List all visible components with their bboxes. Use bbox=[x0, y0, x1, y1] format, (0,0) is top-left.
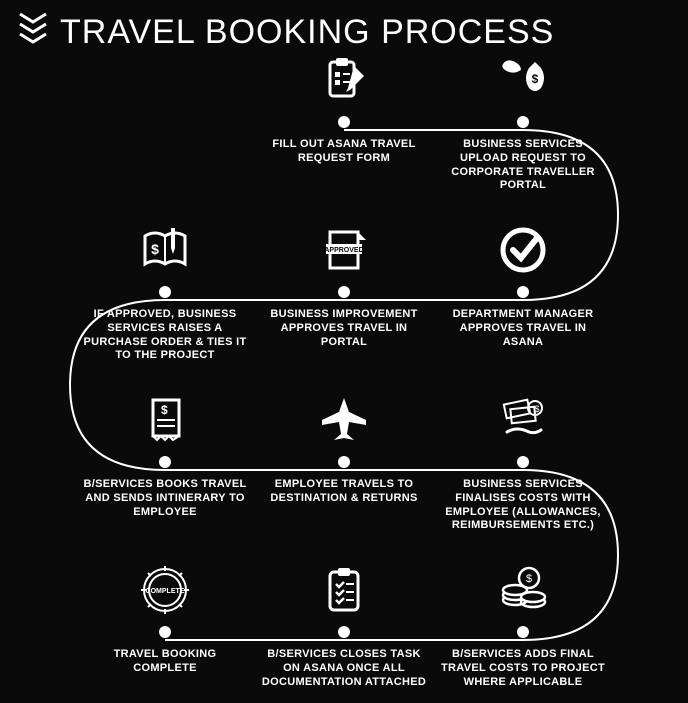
flow-step: FILL OUT ASANA TRAVEL REQUEST FORM bbox=[254, 52, 434, 166]
step-dot bbox=[517, 456, 529, 468]
step-dot bbox=[517, 626, 529, 638]
chevrons-icon bbox=[18, 12, 48, 53]
flow-step: BUSINESS SERVICES FINALISES COSTS WITH E… bbox=[433, 392, 613, 533]
flow-step: B/SERVICES BOOKS TRAVEL AND SENDS INTINE… bbox=[75, 392, 255, 519]
step-label: TRAVEL BOOKING COMPLETE bbox=[75, 648, 255, 676]
step-label: B/SERVICES BOOKS TRAVEL AND SENDS INTINE… bbox=[75, 478, 255, 519]
step-dot bbox=[159, 626, 171, 638]
page-title: TRAVEL BOOKING PROCESS bbox=[60, 13, 554, 52]
flow-step: DEPARTMENT MANAGER APPROVES TRAVEL IN AS… bbox=[433, 222, 613, 349]
clipboard-pencil-icon bbox=[316, 52, 372, 108]
flow-step: BUSINESS SERVICES UPLOAD REQUEST TO CORP… bbox=[433, 52, 613, 193]
step-dot bbox=[517, 116, 529, 128]
step-label: BUSINESS SERVICES FINALISES COSTS WITH E… bbox=[433, 478, 613, 533]
flow-step: TRAVEL BOOKING COMPLETE bbox=[75, 562, 255, 676]
step-dot bbox=[338, 116, 350, 128]
step-label: B/SERVICES CLOSES TASK ON ASANA ONCE ALL… bbox=[254, 648, 434, 689]
flow-step: BUSINESS IMPROVEMENT APPROVES TRAVEL IN … bbox=[254, 222, 434, 349]
check-circle-icon bbox=[495, 222, 551, 278]
coins-icon bbox=[495, 562, 551, 618]
clipboard-checks-icon bbox=[316, 562, 372, 618]
flow-step: IF APPROVED, BUSINESS SERVICES RAISES A … bbox=[75, 222, 255, 363]
header: TRAVEL BOOKING PROCESS bbox=[0, 0, 688, 53]
step-label: DEPARTMENT MANAGER APPROVES TRAVEL IN AS… bbox=[433, 308, 613, 349]
flow-step: B/SERVICES ADDS FINAL TRAVEL COSTS TO PR… bbox=[433, 562, 613, 689]
approved-doc-icon bbox=[316, 222, 372, 278]
step-label: EMPLOYEE TRAVELS TO DESTINATION & RETURN… bbox=[254, 478, 434, 506]
step-dot bbox=[338, 456, 350, 468]
hand-money-bag-icon bbox=[495, 52, 551, 108]
step-dot bbox=[159, 456, 171, 468]
step-label: IF APPROVED, BUSINESS SERVICES RAISES A … bbox=[75, 308, 255, 363]
step-dot bbox=[338, 286, 350, 298]
step-label: FILL OUT ASANA TRAVEL REQUEST FORM bbox=[254, 138, 434, 166]
flow-step: EMPLOYEE TRAVELS TO DESTINATION & RETURN… bbox=[254, 392, 434, 506]
step-dot bbox=[159, 286, 171, 298]
step-label: BUSINESS SERVICES UPLOAD REQUEST TO CORP… bbox=[433, 138, 613, 193]
receipt-icon bbox=[137, 392, 193, 448]
step-dot bbox=[338, 626, 350, 638]
book-dollar-icon bbox=[137, 222, 193, 278]
step-label: BUSINESS IMPROVEMENT APPROVES TRAVEL IN … bbox=[254, 308, 434, 349]
flow-step: B/SERVICES CLOSES TASK ON ASANA ONCE ALL… bbox=[254, 562, 434, 689]
step-label: B/SERVICES ADDS FINAL TRAVEL COSTS TO PR… bbox=[433, 648, 613, 689]
airplane-icon bbox=[316, 392, 372, 448]
cash-hand-icon bbox=[495, 392, 551, 448]
complete-seal-icon bbox=[137, 562, 193, 618]
step-dot bbox=[517, 286, 529, 298]
